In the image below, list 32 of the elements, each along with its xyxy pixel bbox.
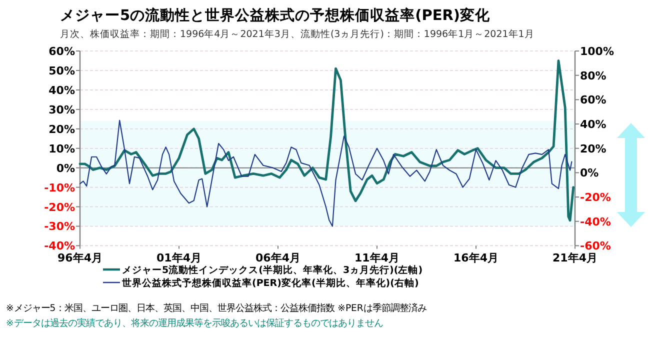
- y-tick-label: 0%: [56, 162, 75, 175]
- y-tick-label: 10%: [48, 142, 75, 156]
- chart-title: メジャー5の流動性と世界公益株式の予想株価収益率(PER)変化: [60, 6, 492, 24]
- chart-subtitle: 月次、株価収益率：期間：1996年4月～2021年3月、流動性(3ヵ月先行)：期間：1996年1月～2021年1月: [60, 28, 534, 40]
- x-tick-label: 11年4月: [354, 252, 400, 265]
- y-tick-label: -10%: [44, 181, 75, 194]
- x-tick-label: 16年4月: [454, 252, 498, 265]
- x-tick-label: 01年4月: [156, 252, 202, 265]
- y2-tick-label: -40%: [580, 215, 611, 228]
- y-tick-label: 60%: [48, 45, 75, 58]
- y-tick-label: 50%: [48, 64, 75, 78]
- y2-tick-label: 80%: [580, 69, 606, 82]
- text: ※データは過去の実績であり、将来の運用成果等を示唆あるいは保証するものではありません: [6, 318, 383, 329]
- y2-tick-label: 40%: [580, 118, 606, 132]
- x-tick-label: 96年4月: [58, 252, 102, 265]
- y-tick-label: 40%: [48, 84, 75, 97]
- x-tick-label: 21年4月: [552, 252, 598, 265]
- y-tick-label: -20%: [44, 200, 75, 214]
- y2-tick-label: 100%: [580, 45, 614, 58]
- y-tick-label: 20%: [48, 122, 75, 136]
- legend-label: メジャー5流動性インデックス(半期比、年率化、3ヵ月先行)(左軸): [122, 264, 423, 276]
- x-tick-label: 06年4月: [256, 252, 300, 265]
- y2-tick-label: 60%: [580, 94, 606, 107]
- text: ※メジャー5：米国、ユーロ圏、日本、英国、中国、世界公益株式：公益株価指数 ※PERは季節調整済み: [6, 303, 426, 314]
- y2-tick-label: 0%: [580, 166, 599, 180]
- y-tick-label: 30%: [48, 103, 75, 116]
- y-tick-label: -30%: [44, 220, 75, 234]
- y2-tick-label: -60%: [580, 240, 611, 253]
- y2-tick-label: -20%: [580, 191, 611, 204]
- y-tick-label: -40%: [44, 240, 75, 253]
- y2-tick-label: 20%: [580, 142, 606, 156]
- legend-label: 世界公益株式予想株価収益率(PER)変化率(半期比、年率化)(右軸): [121, 277, 419, 289]
